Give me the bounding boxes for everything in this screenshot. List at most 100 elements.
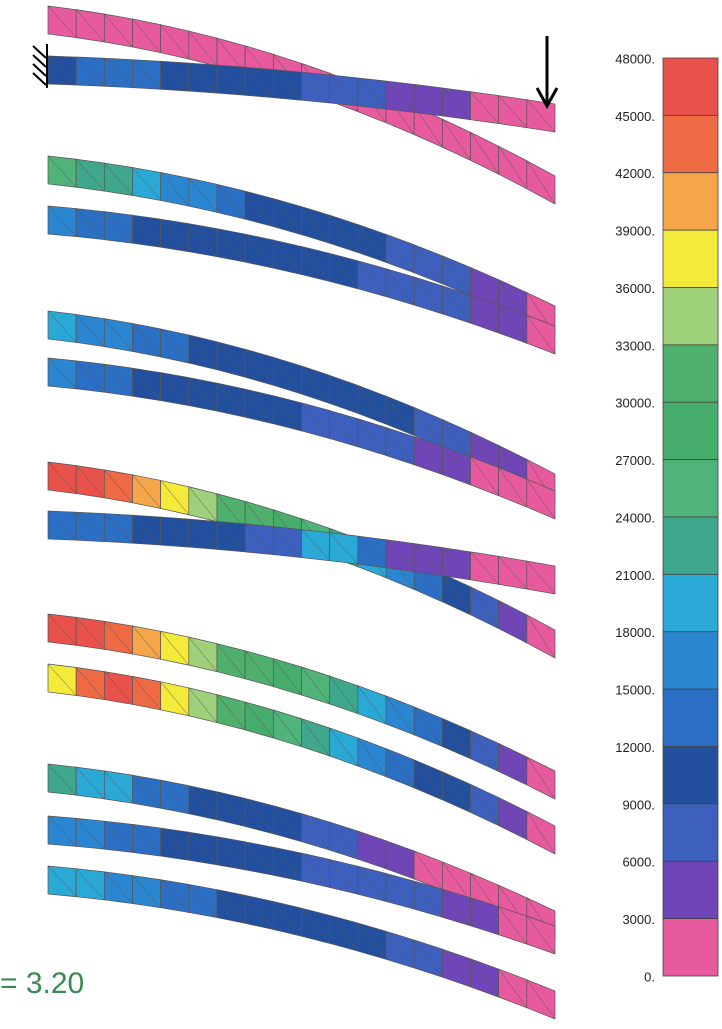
- mesh-line: [188, 636, 218, 672]
- mesh-line: [132, 676, 161, 710]
- mesh-line: [273, 69, 302, 101]
- colorbar-band: [662, 516, 719, 575]
- mesh-line: [470, 586, 499, 629]
- mesh-line: [104, 621, 133, 655]
- colorbar-label: 9000.: [622, 797, 655, 812]
- mesh-line: [188, 687, 218, 723]
- support: [32, 44, 48, 88]
- mesh-line: [104, 671, 133, 705]
- colorbar-band: [662, 344, 719, 403]
- mesh-line: [301, 813, 330, 851]
- mesh-line: [413, 759, 443, 800]
- mesh-line: [470, 91, 499, 124]
- colorbar-band: [662, 229, 719, 288]
- mesh-line: [413, 850, 443, 890]
- colorbar-band: [662, 401, 719, 461]
- mesh-line: [413, 436, 443, 475]
- colorbar-label: 42000.: [615, 166, 655, 181]
- mesh-line: [357, 385, 387, 425]
- mesh-line: [132, 215, 161, 248]
- mesh-line: [244, 701, 274, 739]
- mesh-line: [329, 410, 359, 447]
- colorbar-label: 6000.: [622, 855, 655, 870]
- mesh-line: [47, 815, 77, 847]
- mesh-line: [75, 617, 105, 650]
- mesh-line: [470, 897, 499, 935]
- mesh-line: [216, 228, 246, 263]
- mesh-line: [442, 87, 471, 120]
- mesh-line: [526, 478, 556, 520]
- mesh-line: [132, 775, 161, 809]
- mesh-line: [160, 328, 190, 364]
- colorbar-label: 36000.: [615, 281, 655, 296]
- mesh-line: [75, 465, 105, 499]
- mesh-line: [526, 915, 556, 955]
- mesh-line: [470, 784, 499, 826]
- mesh-line: [413, 880, 443, 918]
- mesh-line: [188, 62, 218, 94]
- mesh-line: [526, 315, 556, 355]
- annotation: = 3.20: [0, 967, 84, 1000]
- mesh-line: [470, 730, 499, 772]
- mesh-line: [160, 372, 190, 406]
- mesh-line: [442, 118, 471, 161]
- mesh-line: [498, 556, 528, 590]
- mesh-line: [216, 64, 246, 96]
- mesh-line: [329, 675, 359, 714]
- mesh-line: [47, 205, 77, 237]
- mesh-line: [132, 875, 161, 908]
- mesh-line: [75, 56, 105, 87]
- mesh-line: [160, 681, 190, 717]
- colorbar-label: 33000.: [615, 338, 655, 353]
- colorbar-label: 30000.: [615, 396, 655, 411]
- mesh-line: [442, 285, 471, 324]
- mesh-line: [104, 211, 133, 244]
- mesh-line: [329, 915, 359, 952]
- mesh-line: [470, 958, 499, 998]
- colorbar-label: 27000.: [615, 453, 655, 468]
- mesh-line: [357, 535, 387, 568]
- colorbar-band: [662, 803, 719, 862]
- mesh-line: [273, 526, 302, 558]
- mesh-line: [385, 931, 415, 969]
- mesh-line: [329, 74, 359, 107]
- colorbar-band: [662, 459, 719, 518]
- mesh-line: [132, 167, 161, 201]
- mesh-line: [413, 706, 443, 747]
- mesh-line: [498, 743, 528, 786]
- mesh-line: [244, 798, 274, 834]
- mesh-line: [301, 402, 330, 439]
- mesh-line: [357, 418, 387, 456]
- colorbar-label: 48000.: [615, 51, 655, 66]
- mesh-line: [132, 625, 161, 660]
- mesh-line: [75, 360, 105, 393]
- mesh-line: [132, 515, 161, 546]
- colorbar-band: [662, 918, 719, 977]
- mesh-line: [188, 486, 218, 522]
- mesh-line: [273, 709, 302, 747]
- mesh-line: [188, 177, 218, 213]
- mesh-line: [470, 456, 499, 496]
- mesh-line: [385, 539, 415, 572]
- mesh-line: [442, 861, 471, 902]
- mesh-line: [273, 357, 302, 395]
- colorbar-band: [662, 172, 719, 231]
- mesh-line: [75, 159, 105, 192]
- mesh-line: [526, 811, 556, 855]
- mesh-line: [301, 365, 330, 404]
- mesh-line: [244, 523, 274, 555]
- mesh-line: [329, 375, 359, 414]
- mesh-line: [413, 106, 443, 148]
- mesh-line: [273, 805, 302, 842]
- mesh-line: [498, 467, 528, 508]
- mesh-line: [244, 389, 274, 424]
- mesh-line: [273, 901, 302, 937]
- mesh-line: [385, 840, 415, 880]
- mesh-line: [357, 260, 387, 297]
- mesh-line: [47, 763, 77, 796]
- mesh-line: [188, 518, 218, 550]
- mesh-line: [47, 5, 77, 38]
- mesh-line: [104, 820, 133, 853]
- mesh-line: [160, 827, 190, 861]
- colorbar: 48000. 45000. 42000. 39000. 36000. 33000. 3000…: [615, 51, 719, 984]
